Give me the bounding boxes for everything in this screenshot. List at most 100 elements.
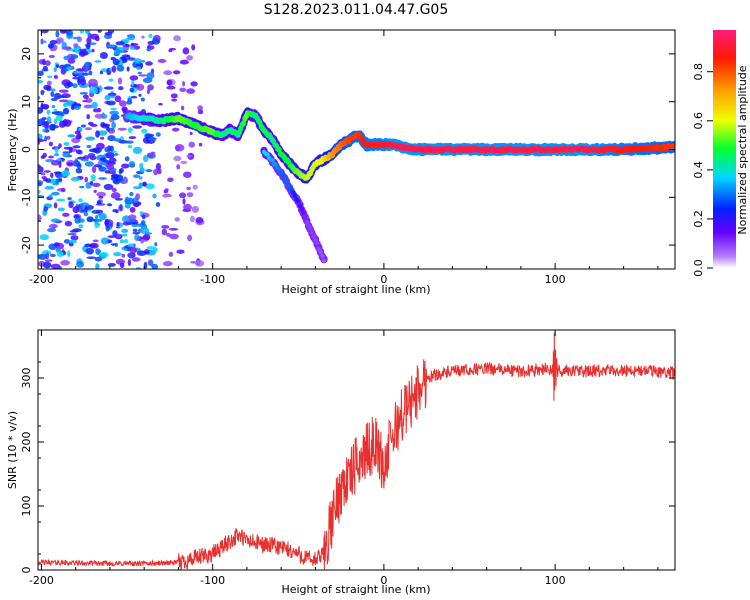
spectrogram-noise-blob	[63, 239, 71, 244]
spectrogram-noise-blob	[106, 44, 117, 48]
spectrogram-noise	[38, 30, 205, 269]
spectrogram-noise-blob	[118, 86, 124, 91]
spectrogram-noise-blob	[53, 118, 58, 125]
spectrogram-noise-blob	[136, 250, 147, 256]
spectrogram-noise-blob	[78, 127, 83, 132]
spectrogram-noise-blob	[112, 230, 118, 237]
spectrogram-noise-blob	[78, 224, 84, 229]
spectrogram-noise-blob	[138, 182, 144, 188]
spectrogram-noise-blob	[60, 260, 70, 266]
spectrogram-noise-blob	[58, 120, 66, 128]
spectrogram-noise-blob	[75, 167, 83, 174]
spectrogram-noise-blob	[114, 95, 122, 103]
spectrogram-noise-blob	[47, 75, 53, 79]
spectrogram-noise-blob	[75, 103, 81, 106]
spectrogram-noise-blob	[136, 83, 145, 91]
spectrogram-noise-blob	[128, 161, 136, 168]
spectrogram-noise-blob	[38, 107, 44, 114]
colorbar-gradient	[713, 30, 736, 268]
spectrogram-noise-blob	[127, 258, 132, 267]
spectrogram-noise-blob	[121, 106, 128, 112]
spectrogram-noise-blob	[56, 37, 64, 44]
spectrogram-ridge-mark	[292, 193, 298, 198]
spectrogram-noise-blob	[89, 86, 98, 95]
spectrogram-noise-blob	[180, 105, 185, 111]
spectrogram-noise-blob	[148, 33, 153, 39]
spectrogram-noise-blob	[80, 78, 87, 86]
spectrogram-noise-blob	[129, 206, 136, 213]
spectrogram-noise-blob	[136, 66, 142, 70]
spectrogram-noise-blob	[158, 102, 163, 106]
spectrogram-noise-blob	[179, 59, 189, 65]
spectrogram-noise-blob	[113, 179, 118, 183]
spectrogram-x-tick-label: 0	[380, 273, 387, 286]
spectrogram-noise-blob	[53, 202, 58, 209]
spectrogram-noise-blob	[192, 184, 198, 190]
spectrogram-noise-blob	[84, 176, 88, 183]
spectrogram-noise-blob	[53, 171, 62, 175]
spectrogram-noise-blob	[57, 266, 63, 269]
snr-x-axis-label: Height of straight line (km)	[281, 583, 430, 596]
snr-frame	[37, 329, 676, 571]
spectrogram-noise-blob	[100, 237, 110, 245]
spectrogram-noise-blob	[124, 43, 130, 47]
spectrogram-noise-blob	[85, 61, 90, 70]
spectrogram-noise-blob	[60, 187, 66, 193]
spectrogram-noise-blob	[167, 177, 174, 183]
spectrogram-noise-blob	[119, 262, 125, 268]
spectrogram-noise-blob	[114, 153, 119, 156]
spectrogram-noise-blob	[186, 55, 194, 61]
spectrogram-noise-blob	[109, 95, 116, 99]
spectrogram-noise-blob	[121, 228, 129, 233]
spectrogram-noise-blob	[51, 191, 60, 196]
spectrogram-noise-blob	[73, 71, 83, 74]
spectrogram-noise-blob	[132, 146, 143, 154]
spectrogram-noise-blob	[129, 191, 134, 197]
spectrogram-noise-blob	[109, 127, 114, 131]
spectrogram-noise-blob	[38, 182, 43, 187]
spectrogram-noise-blob	[65, 30, 74, 36]
spectrogram-noise-blob	[129, 46, 136, 51]
spectrogram-noise-blob	[70, 235, 79, 241]
spectrogram-noise-blob	[125, 196, 129, 202]
spectrogram-noise-blob	[38, 70, 44, 76]
spectrogram-noise-blob	[127, 127, 133, 133]
spectrogram-noise-blob	[195, 216, 204, 224]
spectrogram-noise-blob	[132, 231, 141, 235]
spectrogram-noise-blob	[139, 162, 144, 169]
spectrogram-noise-blob	[141, 128, 148, 134]
spectrogram-noise-blob	[97, 30, 102, 33]
spectrogram-noise-blob	[40, 103, 50, 110]
snr-y-tick-label: 200	[20, 432, 33, 453]
spectrogram-noise-blob	[72, 228, 82, 233]
spectrogram-noise-blob	[169, 47, 177, 51]
spectrogram-noise-blob	[127, 243, 135, 247]
snr-y-axis-label: SNR (10 * v/v)	[6, 411, 19, 489]
spectrogram-noise-blob	[38, 96, 41, 100]
spectrogram-noise-blob	[142, 181, 147, 187]
spectrogram-noise-blob	[129, 246, 137, 254]
spectrogram-noise-blob	[161, 228, 167, 236]
spectrogram-noise-blob	[55, 30, 60, 38]
spectrogram-noise-blob	[186, 88, 196, 94]
spectrogram-noise-blob	[100, 136, 105, 140]
spectrogram-ridge-mark	[270, 158, 275, 163]
spectrogram-noise-blob	[41, 250, 52, 256]
spectrogram-noise-blob	[76, 162, 82, 169]
spectrogram-noise-blob	[96, 107, 102, 113]
spectrogram-noise-blob	[172, 127, 180, 132]
spectrogram-noise-blob	[88, 78, 98, 86]
spectrogram-noise-blob	[155, 132, 161, 137]
spectrogram-noise-blob	[146, 72, 155, 80]
spectrogram-noise-blob	[141, 60, 146, 63]
spectrogram-noise-blob	[89, 155, 97, 161]
spectrogram-noise-blob	[44, 124, 49, 131]
spectrogram-noise-blob	[59, 30, 68, 34]
spectrogram-noise-blob	[99, 52, 108, 59]
spectrogram-noise-blob	[53, 242, 60, 247]
spectrogram-noise-blob	[74, 216, 81, 224]
spectrogram-noise-blob	[98, 195, 104, 199]
spectrogram-noise-blob	[168, 228, 179, 231]
spectrogram-noise-blob	[138, 74, 148, 77]
spectrogram-noise-blob	[66, 100, 75, 105]
